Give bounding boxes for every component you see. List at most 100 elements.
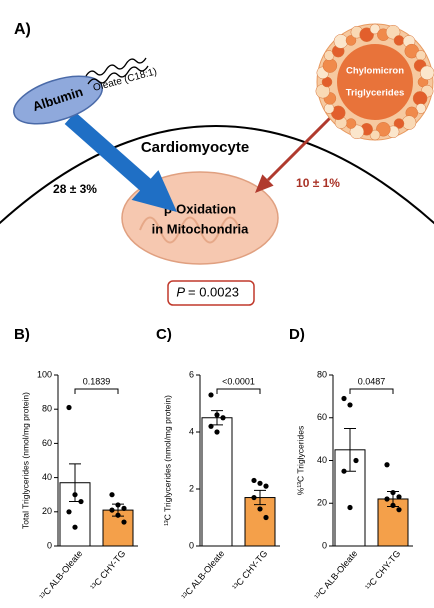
chylomicron-arrow-head [255, 174, 274, 193]
uptake-label: 10 ± 1% [296, 176, 340, 190]
y-tick-label: 40 [42, 472, 52, 482]
chylomicron-particle [323, 103, 335, 114]
y-tick-label: 80 [317, 369, 327, 379]
chylomicron-particle [349, 124, 365, 140]
chylomicron-particle [333, 34, 349, 49]
panel-label: D) [289, 326, 305, 343]
x-tick-label: ¹³C CHY-TG [230, 548, 269, 592]
chylomicron-particle [419, 65, 434, 81]
cristae [139, 216, 241, 244]
organelle-label: in Mitochondria [152, 221, 250, 236]
y-tick-label: 20 [317, 498, 327, 508]
chylomicron-label: Triglycerides [346, 88, 405, 99]
y-tick-label: 60 [42, 438, 52, 448]
y-axis-label: ¹³C Triglycerides (nmol/mg protein) [162, 395, 172, 526]
x-tick-label: ¹³C ALB-Oleate [37, 548, 84, 601]
x-tick-label: ¹³C CHY-TG [363, 548, 402, 592]
x-tick-label: ¹³C CHY-TG [88, 548, 127, 592]
oleate-chain [85, 57, 147, 77]
data-point [396, 507, 402, 513]
chylomicron-label: Chylomicron [346, 66, 404, 77]
data-point [347, 504, 353, 511]
p-value: = 0.0023 [188, 284, 239, 299]
y-axis-label: %¹³C Triglycerides [295, 426, 305, 495]
chylomicron-particle [345, 35, 357, 46]
panel-label: C) [156, 326, 172, 343]
data-point [384, 462, 390, 468]
data-point [263, 483, 269, 489]
chylomicron-particle [376, 122, 391, 137]
data-point [115, 512, 121, 518]
data-point [257, 506, 263, 512]
y-tick-label: 20 [42, 506, 52, 516]
chylomicron-core [337, 44, 413, 120]
data-point [109, 492, 115, 498]
chylomicron-particle [401, 115, 417, 130]
panel-label: A) [14, 21, 31, 38]
error-bar [254, 489, 266, 506]
chylomicron-particle [345, 118, 357, 129]
significance-bracket [216, 388, 261, 394]
y-tick-label: 0 [47, 540, 52, 550]
data-point [208, 392, 214, 398]
albumin-arrow [64, 112, 154, 193]
oleate-label: Oleate (C18:1) [92, 66, 158, 94]
data-point [66, 509, 72, 515]
p-value-label: 0.1839 [83, 376, 111, 386]
y-tick-label: 6 [189, 369, 194, 379]
chylomicron-particle [393, 35, 405, 46]
albumin-arrow-head [131, 170, 177, 212]
y-tick-label: 60 [317, 412, 327, 422]
data-point [341, 395, 347, 402]
bar [201, 417, 233, 547]
chylomicron-particle [415, 50, 427, 61]
y-axis-label: Total Triglycerides (nmol/mg protein) [20, 392, 30, 529]
y-tick-label: 2 [189, 483, 194, 493]
y-tick-label: 100 [37, 369, 52, 379]
data-point [109, 507, 115, 513]
chylomicron-particle [369, 129, 381, 141]
p-box [167, 280, 255, 306]
x-tick-label: ¹³C ALB-Oleate [179, 548, 226, 601]
data-point [263, 514, 269, 521]
data-point [390, 502, 396, 508]
data-point [78, 498, 84, 505]
data-point [121, 505, 127, 511]
albumin [13, 75, 103, 125]
oleate-chain [87, 65, 149, 85]
chylomicron-arrow [266, 116, 332, 182]
y-tick-label: 80 [42, 404, 52, 414]
chylomicron-particle [385, 24, 401, 40]
data-point [72, 524, 78, 530]
cell-label: Cardiomyocyte [141, 139, 249, 156]
data-point [353, 457, 359, 464]
y-tick-label: 40 [317, 455, 327, 465]
bar [244, 497, 276, 547]
significance-bracket [74, 388, 119, 394]
x-tick-label: ¹³C ALB-Oleate [312, 548, 359, 601]
data-point [72, 492, 78, 498]
data-point [257, 480, 263, 486]
uptake-label: 28 ± 3% [53, 182, 97, 196]
chylomicron-particle [393, 118, 405, 129]
data-point [66, 404, 72, 411]
data-point [251, 494, 257, 501]
data-point [214, 429, 220, 435]
diagram: A) Cardiomyocyte β-Oxidation in Mitochon… [0, 21, 434, 306]
data-point [115, 502, 121, 508]
data-point [341, 468, 347, 474]
chylomicron-particle [359, 27, 374, 42]
significance-bracket [349, 388, 394, 394]
data-point [390, 489, 396, 496]
data-point [251, 477, 257, 484]
p-value-label: 0.0487 [358, 376, 386, 386]
data-point [347, 402, 353, 408]
organelle-label: β-Oxidation [164, 201, 236, 216]
y-tick-label: 0 [322, 540, 327, 550]
y-tick-label: 0 [189, 540, 194, 550]
p-symbol: P [176, 284, 185, 299]
data-point [214, 412, 220, 418]
data-point [220, 415, 226, 421]
data-point [384, 496, 390, 502]
chylomicron-particle [369, 23, 381, 35]
